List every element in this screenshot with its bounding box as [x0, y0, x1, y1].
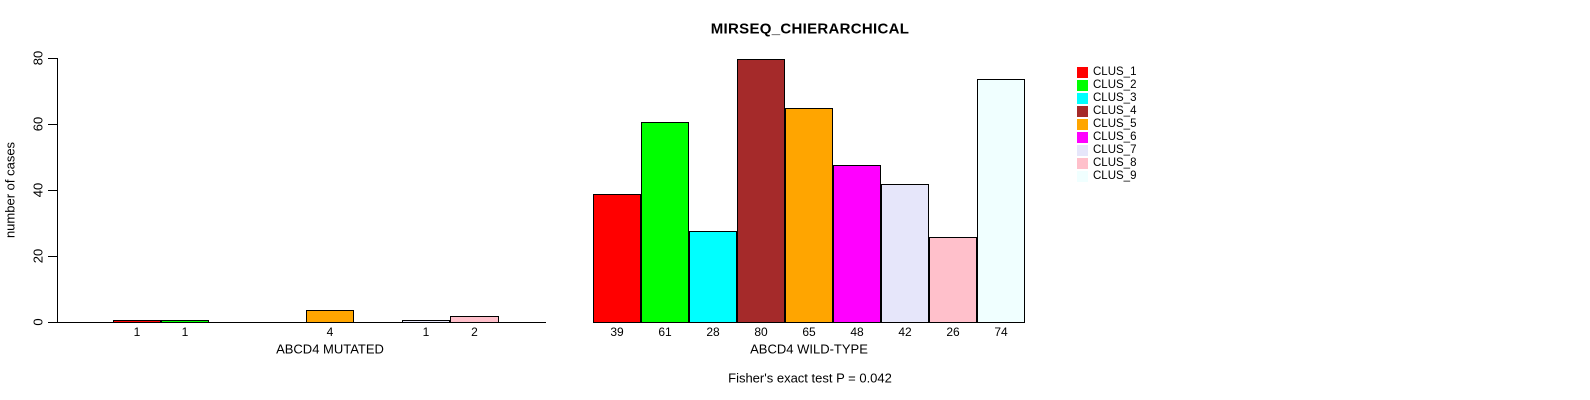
bar-clus_5-wildtype — [785, 108, 833, 323]
bar-value-label: 2 — [471, 325, 478, 339]
legend-label: CLUS_6 — [1093, 130, 1137, 143]
bar-value-label: 65 — [802, 325, 816, 339]
bar-clus_8-mutated — [450, 316, 499, 323]
legend-swatch-icon — [1077, 170, 1088, 182]
legend-swatch-icon — [1077, 105, 1088, 117]
bar-clus_1-mutated — [113, 320, 161, 323]
bar-clus_3-wildtype — [689, 231, 737, 323]
y-tick-mark — [48, 58, 57, 59]
bar-value-label: 26 — [946, 325, 960, 339]
bar-value-label: 74 — [994, 325, 1008, 339]
bar-clus_5-mutated — [306, 310, 354, 323]
y-tick-mark — [48, 124, 57, 125]
y-tick-mark — [48, 322, 57, 323]
bar-value-label: 80 — [754, 325, 768, 339]
y-tick-mark — [48, 256, 57, 257]
legend-swatch-icon — [1077, 118, 1088, 130]
fisher-test-footnote: Fisher's exact test P = 0.042 — [728, 370, 892, 386]
legend-label: CLUS_3 — [1093, 91, 1137, 104]
bar-clus_9-wildtype — [977, 79, 1025, 323]
legend-item-clus_4: CLUS_4 — [1077, 105, 1136, 117]
bar-value-label: 1 — [422, 325, 430, 339]
y-tick-label: 40 — [30, 182, 46, 198]
bar-clus_2-wildtype — [641, 122, 689, 323]
bar-clus_8-wildtype — [929, 237, 977, 323]
bar-clus_2-mutated — [161, 320, 209, 323]
bar-value-label: 4 — [326, 325, 334, 339]
legend-label: CLUS_7 — [1093, 143, 1137, 156]
legend-item-clus_6: CLUS_6 — [1077, 131, 1136, 143]
legend-item-clus_9: CLUS_9 — [1077, 170, 1136, 182]
bar-value-label: 1 — [181, 325, 189, 339]
bar-clus_7-mutated — [402, 320, 450, 323]
bar-value-label: 61 — [658, 325, 672, 339]
legend-label: CLUS_4 — [1093, 104, 1137, 117]
bar-value-label: 28 — [706, 325, 720, 339]
legend-item-clus_1: CLUS_1 — [1077, 66, 1136, 78]
y-axis-line — [57, 58, 58, 323]
group-label-mutated: ABCD4 MUTATED — [276, 341, 384, 357]
legend-label: CLUS_9 — [1093, 169, 1137, 182]
bar-clus_1-wildtype — [593, 194, 641, 323]
y-tick-label: 0 — [30, 318, 46, 326]
legend-swatch-icon — [1077, 157, 1088, 169]
legend-item-clus_2: CLUS_2 — [1077, 79, 1136, 91]
legend-swatch-icon — [1077, 144, 1088, 156]
bar-clus_4-wildtype — [737, 59, 785, 323]
y-axis-label: number of cases — [2, 141, 18, 239]
legend-label: CLUS_2 — [1093, 78, 1137, 91]
legend-item-clus_7: CLUS_7 — [1077, 144, 1136, 156]
legend-swatch-icon — [1077, 66, 1088, 78]
legend-swatch-icon — [1077, 79, 1088, 91]
y-tick-label: 80 — [30, 50, 46, 66]
bar-clus_6-wildtype — [833, 165, 881, 323]
bar-clus_7-wildtype — [881, 184, 929, 323]
legend-label: CLUS_8 — [1093, 156, 1137, 169]
legend-swatch-icon — [1077, 131, 1088, 143]
bar-value-label: 1 — [133, 325, 141, 339]
legend-label: CLUS_1 — [1093, 65, 1137, 78]
y-tick-label: 60 — [30, 116, 46, 132]
legend-item-clus_5: CLUS_5 — [1077, 118, 1136, 130]
legend-swatch-icon — [1077, 92, 1088, 104]
bar-value-label: 39 — [610, 325, 624, 339]
legend-item-clus_3: CLUS_3 — [1077, 92, 1136, 104]
legend-item-clus_8: CLUS_8 — [1077, 157, 1136, 169]
bar-value-label: 42 — [898, 325, 912, 339]
y-tick-label: 20 — [30, 248, 46, 264]
chart-title: MIRSEQ_CHIERARCHICAL — [710, 20, 910, 38]
x-axis-line — [57, 322, 546, 323]
legend-label: CLUS_5 — [1093, 117, 1137, 130]
group-label-wildtype: ABCD4 WILD-TYPE — [750, 341, 868, 357]
y-tick-mark — [48, 190, 57, 191]
bar-value-label: 48 — [850, 325, 864, 339]
